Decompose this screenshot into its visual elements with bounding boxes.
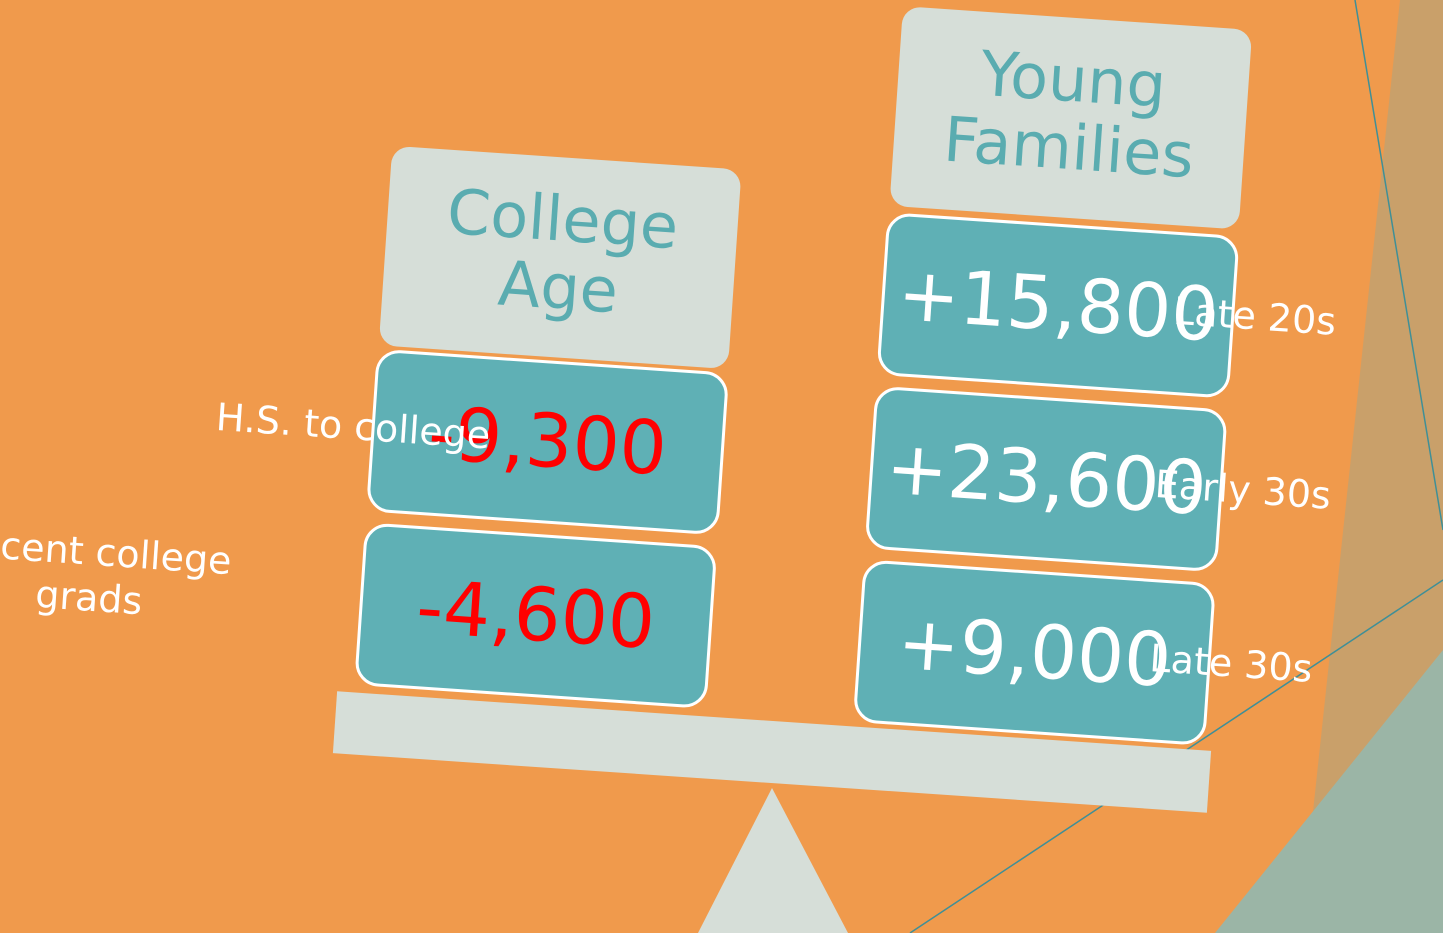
value-text: -4,600	[414, 564, 658, 666]
value-box	[367, 350, 728, 534]
header-text: Families	[941, 102, 1196, 192]
value-box	[877, 213, 1239, 398]
fulcrum	[698, 788, 848, 933]
value-text: -9,300	[426, 391, 670, 493]
value-text: +9,000	[895, 600, 1174, 704]
decor-line	[1354, 0, 1443, 531]
header-text: College	[445, 175, 681, 264]
value-box	[355, 523, 716, 708]
header-box	[890, 7, 1252, 229]
header-text: Young	[977, 37, 1168, 123]
beam	[332, 691, 1212, 813]
header-text: Age	[496, 246, 621, 327]
decor-shape	[1215, 650, 1443, 933]
header-box	[379, 146, 741, 368]
row-label: grads	[34, 572, 144, 623]
value-box	[854, 560, 1215, 745]
value-box	[866, 387, 1227, 571]
